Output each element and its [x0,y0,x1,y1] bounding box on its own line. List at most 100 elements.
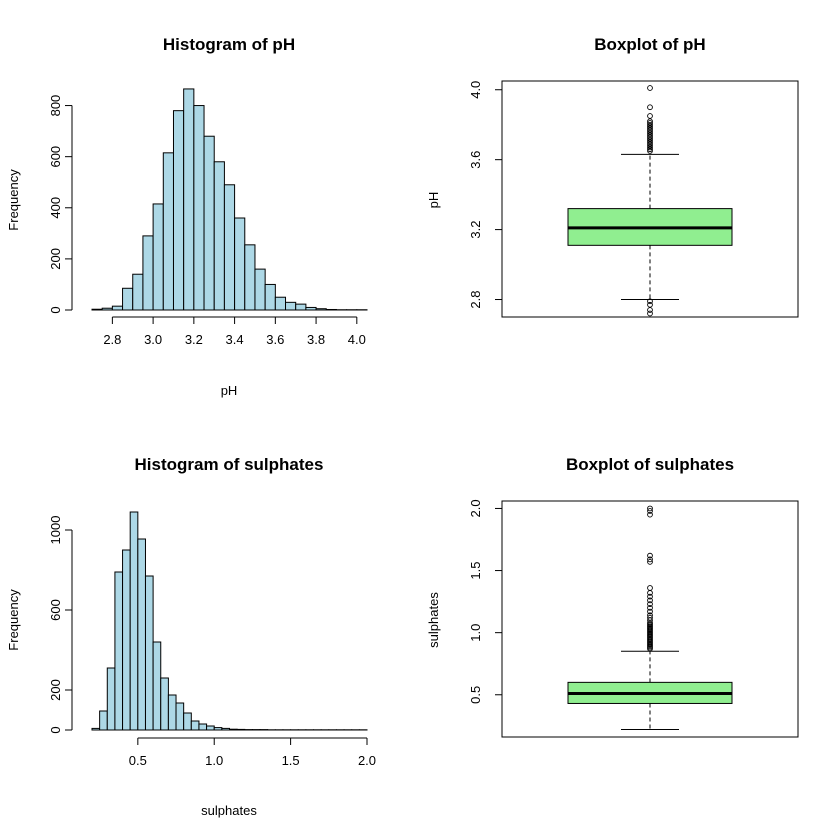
boxplot-ph-ylabel: pH [426,192,441,209]
histogram-bar [305,306,317,311]
histogram-bar [142,235,154,311]
histogram-bar [325,308,337,311]
y-tick-label: 2.8 [468,290,483,308]
histogram-bar [229,728,238,731]
histogram-bar [223,184,236,311]
outlier-point [647,301,653,308]
histogram-bar [91,727,101,731]
outlier-point [647,505,653,512]
x-tick-label: 3.8 [307,332,325,347]
histogram-bar [254,268,266,311]
histogram-ph-panel: Histogram of pH pH Frequency 2.8 3.0 3.2 3.… [6,35,368,398]
histogram-bar [213,727,223,731]
y-tick-label: 3.2 [468,221,483,239]
histogram-bar [172,110,185,311]
outlier-point [647,604,653,611]
histogram-bar [234,217,246,311]
histogram-bar [144,575,154,731]
histogram-ph-ylabel: Frequency [6,169,21,231]
histogram-ph-y-axis: 0 200 400 600 800 [48,95,73,314]
histogram-bar [162,152,174,311]
histogram-bar [213,161,225,311]
histogram-bar [129,511,139,731]
boxplot-ph-panel: Boxplot of pH pH 2.8 3.2 3.6 4.0 [426,35,799,318]
histogram-sulphates-ylabel: Frequency [6,589,21,651]
histogram-sulphates-xlabel: sulphates [201,803,257,818]
y-tick-label: 3.6 [468,151,483,169]
x-tick-label: 4.0 [348,332,366,347]
outlier-point [647,552,653,559]
outlier-point [647,121,653,128]
histogram-bar [206,725,215,731]
histogram-bar [295,303,307,311]
boxplot-sulphates-ylabel: sulphates [426,592,441,648]
outlier-point [647,559,653,565]
histogram-bar [221,727,231,731]
y-tick-label: 0.5 [468,686,483,704]
boxplot-sulphates-title: Boxplot of sulphates [566,455,734,474]
outlier-point [647,85,653,91]
histogram-bar [175,702,185,731]
histogram-bar [285,301,297,311]
histogram-sulphates-x-axis: 0.5 1.0 1.5 2.0 [129,737,376,768]
histogram-bar [198,723,208,731]
x-tick-label: 3.6 [266,332,284,347]
histogram-sulphates-title: Histogram of sulphates [135,455,324,474]
histogram-bar [111,305,124,311]
outlier-point [647,508,653,514]
outlier-point [647,608,653,615]
outlier-point [647,556,653,563]
outlier-point [647,307,653,313]
histogram-bar [160,677,169,731]
y-tick-label: 800 [48,95,63,117]
histogram-bar [106,667,116,731]
histogram-bar [152,203,164,311]
outlier-point [647,120,653,126]
boxplot-ph-y-axis: 2.8 3.2 3.6 4.0 [468,81,503,309]
histogram-sulphates-y-axis: 0 200 600 1000 [48,516,73,734]
histogram-bar [101,307,113,311]
histogram-bar [132,273,144,311]
histogram-bar [114,571,124,731]
histogram-bar [152,641,162,731]
x-tick-label: 1.0 [205,753,223,768]
y-tick-label: 2.0 [468,499,483,517]
x-tick-label: 1.5 [282,753,300,768]
outlier-point [647,612,653,619]
outlier-point [647,597,653,604]
histogram-ph-x-axis: 2.8 3.0 3.2 3.4 3.6 3.8 4.0 [103,316,366,347]
histogram-sulphates-panel: Histogram of sulphates sulphates Frequen… [6,455,376,818]
histogram-bar [193,105,205,311]
y-tick-label: 0 [48,306,63,313]
boxplot-ph-title: Boxplot of pH [594,35,705,54]
y-tick-label: 400 [48,197,63,219]
histogram-bar [236,728,246,731]
outlier-point [647,310,653,317]
histogram-bar [122,549,131,731]
outlier-point [647,585,653,591]
histogram-bar [274,296,287,311]
boxplot-sulphates-y-axis: 0.5 1.0 1.5 2.0 [468,499,503,704]
histogram-bar [137,538,146,731]
histogram-bar [183,88,195,311]
outlier-point [647,511,653,518]
outlier-point [647,104,653,111]
histogram-bar [190,720,200,731]
y-tick-label: 0 [48,726,63,733]
histogram-bar [167,694,177,731]
histogram-bar [122,287,134,311]
histogram-ph-title: Histogram of pH [163,35,295,54]
histogram-bar [264,283,276,311]
outlier-point [647,113,653,119]
y-tick-label: 4.0 [468,81,483,99]
histogram-bar [203,135,215,311]
x-tick-label: 0.5 [129,753,147,768]
boxplot-sulphates-box [567,505,733,731]
histogram-ph-bars [91,88,368,311]
outlier-point [647,614,653,621]
histogram-bar [99,710,108,731]
y-tick-label: 600 [48,146,63,168]
histogram-bar [244,244,256,311]
x-tick-label: 3.0 [144,332,162,347]
